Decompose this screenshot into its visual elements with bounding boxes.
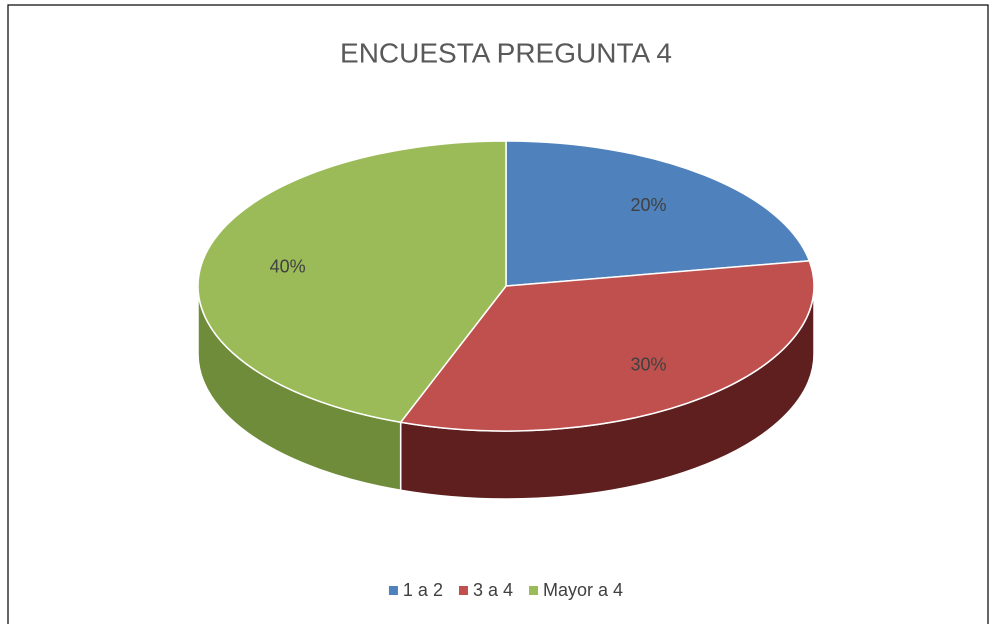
legend-label: 1 a 2 — [403, 580, 443, 600]
legend-label: 3 a 4 — [473, 580, 513, 600]
chart-title: ENCUESTA PREGUNTA 4 — [340, 37, 672, 68]
data-label: 20% — [631, 195, 667, 215]
data-label: 40% — [270, 257, 306, 277]
legend-marker — [458, 586, 468, 595]
legend-marker — [529, 586, 539, 595]
slice — [399, 260, 815, 432]
slice — [197, 140, 507, 424]
data-label: 30% — [631, 355, 667, 375]
slice — [505, 140, 811, 287]
legend-label: Mayor a 4 — [543, 580, 623, 600]
legend-marker — [388, 586, 398, 595]
